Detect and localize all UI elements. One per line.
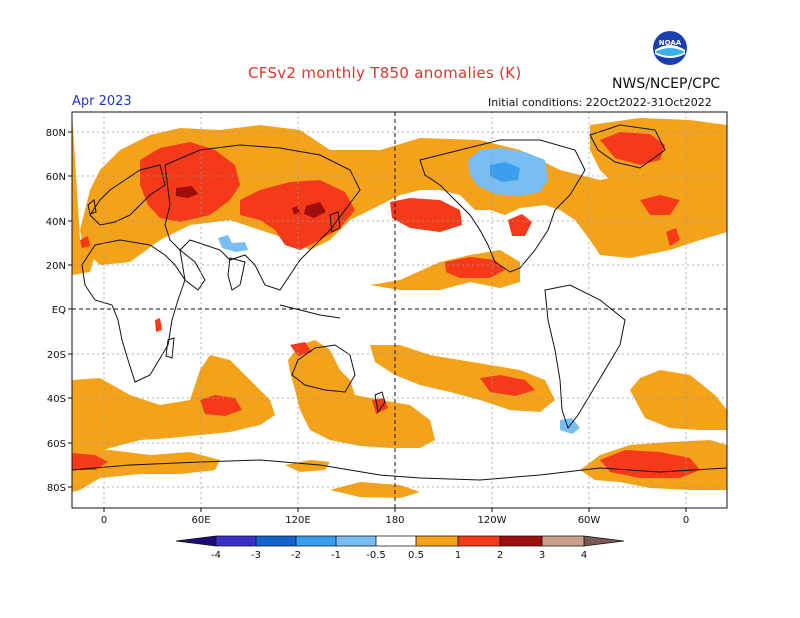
colorbar-label: -0.5 [366,550,386,561]
graticule [72,112,727,508]
lat-label: 60S [47,439,66,450]
lon-label: 0 [683,515,689,526]
chart-title: CFSv2 monthly T850 anomalies (K) [248,64,522,82]
equator-dateline [72,112,727,508]
anomaly-1-2 [72,132,700,478]
lon-labels: 0 60E 120E 180 120W 60W 0 [101,515,689,526]
initial-conditions: Initial conditions: 22Oct2022-31Oct2022 [488,96,712,109]
lat-label: 80N [46,128,66,139]
colorbar: -4 -3 -2 -1 -0.5 0.5 1 2 3 4 [175,535,625,561]
lon-label: 120E [285,515,310,526]
colorbar-label: -4 [211,550,221,561]
svg-text:NOAA: NOAA [659,39,682,47]
colorbar-label: -1 [331,550,341,561]
noaa-logo-icon: NOAA [653,31,687,65]
anomaly-fields [72,112,727,508]
colorbar-label: 2 [497,550,503,561]
colorbar-label: -3 [251,550,261,561]
lat-labels: 80N 60N 40N 20N EQ 20S 40S 60S 80S [46,128,66,494]
colorbar-cell [416,536,458,546]
lon-label: 60E [191,515,210,526]
colorbar-label: 0.5 [408,550,424,561]
anomaly-neg-1-2 [490,162,520,182]
coastlines [72,124,727,481]
colorbar-cell [500,536,542,546]
agency-label: NWS/NCEP/CPC [612,76,721,92]
lat-label: 20S [47,350,66,361]
lat-label: 80S [47,483,66,494]
anomaly-2-3 [176,186,326,218]
colorbar-cell [542,536,584,546]
colorbar-cell [336,536,376,546]
forecast-month: Apr 2023 [72,94,132,109]
lat-label: 40S [47,394,66,405]
colorbar-cell [376,536,416,546]
colorbar-label: 1 [455,550,461,561]
lat-label: 20N [46,261,66,272]
colorbar-cell [296,536,336,546]
colorbar-label: 3 [539,550,545,561]
colorbar-cell [216,536,256,546]
lat-label: 60N [46,172,66,183]
lat-label: EQ [52,305,66,316]
colorbar-cell [176,536,216,546]
colorbar-label: 4 [581,550,587,561]
lon-label: 0 [101,515,107,526]
colorbar-label: -2 [291,550,301,561]
ticks [68,131,687,512]
lon-label: 60W [578,515,601,526]
colorbar-cell [458,536,500,546]
colorbar-cell [584,536,624,546]
lon-label: 120W [478,515,507,526]
colorbar-cell [256,536,296,546]
lat-label: 40N [46,217,66,228]
map-frame [71,111,728,509]
anomaly-0.5-1 [72,112,727,498]
lon-label: 180 [385,515,404,526]
